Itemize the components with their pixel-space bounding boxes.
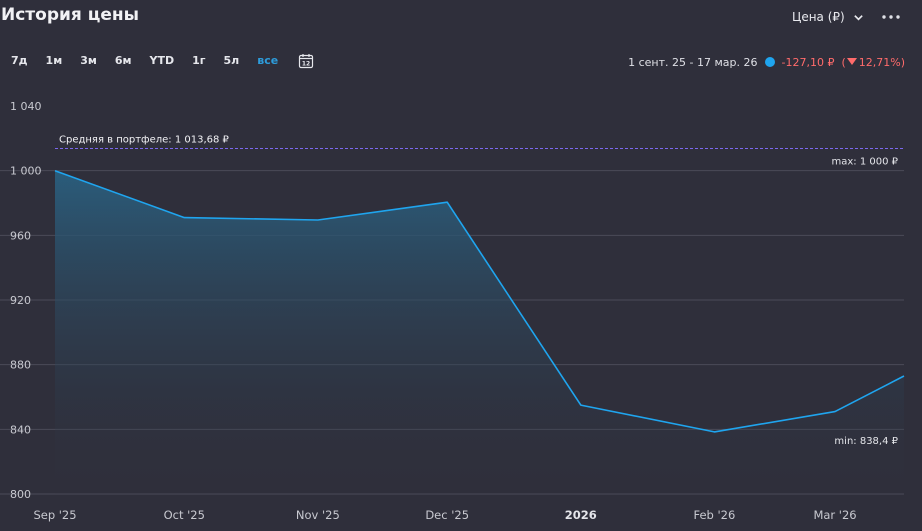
data-point [446,201,448,203]
y-tick-label: 800 [10,488,31,501]
range-1y[interactable]: 1г [192,54,206,67]
price-area-fill [55,170,904,494]
x-tick-label: Oct '25 [164,508,205,522]
x-tick-label: Feb '26 [693,508,735,522]
range-6m[interactable]: 6м [114,54,132,67]
x-tick-label: Nov '25 [296,508,340,522]
price-line [54,169,905,433]
y-tick-label: 1 040 [10,100,42,113]
data-point [834,410,836,412]
more-options-icon[interactable] [881,14,901,20]
change-percent-value: 12,71%) [858,55,905,69]
change-percent-open: ( [841,55,846,69]
data-point [183,216,185,218]
y-tick-label: 840 [10,423,31,436]
data-point [580,404,582,406]
change-absolute: -127,10 ₽ [781,55,835,69]
x-tick-label: Dec '25 [425,508,469,522]
y-tick-label: 880 [10,359,31,372]
period-summary: 1 сент. 25 - 17 мар. 26 -127,10 ₽ (12,71… [628,54,905,70]
range-5y[interactable]: 5л [223,54,240,67]
metric-dropdown[interactable]: Цена (₽) [792,8,864,26]
data-point [713,431,715,433]
calendar-icon[interactable]: 12 [298,53,314,69]
data-point [317,219,319,221]
chevron-down-icon [853,14,863,21]
x-tick-label: 2026 [565,508,597,522]
range-ytd[interactable]: YTD [149,54,175,67]
range-all[interactable]: все [257,54,279,67]
y-tick-label: 1 000 [10,165,42,178]
x-tick-label: Mar '26 [813,508,856,522]
series-dot-icon [764,57,775,67]
y-tick-label: 920 [10,294,31,307]
max-label: max: 1 000 ₽ [831,157,898,168]
svg-text:12: 12 [302,61,310,68]
down-triangle-icon [846,57,857,65]
range-7d[interactable]: 7д [11,54,28,67]
x-tick-label: Sep '25 [33,508,76,522]
range-3m[interactable]: 3м [80,54,97,67]
data-point [54,169,56,171]
widget-title: История цены [1,5,140,25]
average-label: Средняя в портфеле: 1 013,68 ₽ [59,135,230,146]
min-label: min: 838,4 ₽ [834,436,898,447]
metric-dropdown-label: Цена (₽) [792,10,845,24]
data-point [903,375,905,377]
range-1m[interactable]: 1м [45,54,63,67]
change-percent: (12,71%) [841,56,905,69]
y-tick-label: 960 [10,229,31,242]
range-selector: 7д 1м 3м 6м YTD 1г 5л все 12 [11,51,314,71]
period-label: 1 сент. 25 - 17 мар. 26 [628,55,758,69]
